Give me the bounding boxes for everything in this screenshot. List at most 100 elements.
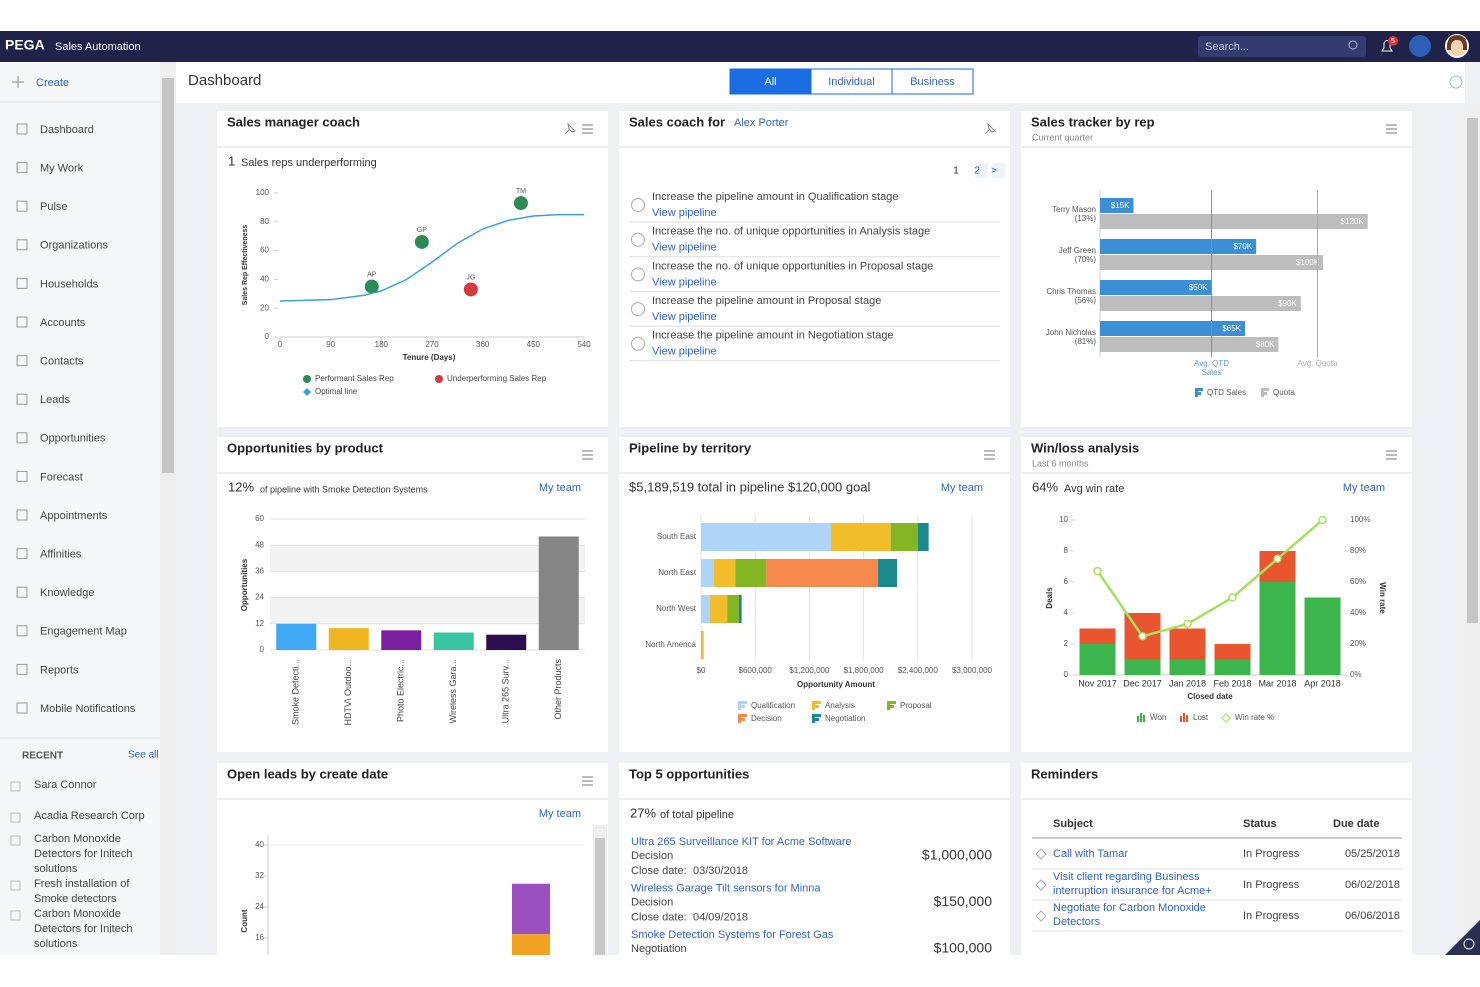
rep-point[interactable] [414,234,429,249]
filter-tab-label[interactable]: Individual [828,76,874,88]
help-icon[interactable] [1463,938,1475,950]
my-team-link[interactable]: My team [941,482,983,494]
page-number[interactable]: 2 [974,166,980,177]
bar-segment [1304,597,1341,675]
create-button[interactable]: Create [36,77,69,89]
nav-item[interactable]: My Work [40,163,84,175]
x-tick-label: 90 [326,340,335,349]
page-number[interactable]: 1 [953,166,959,177]
summary-stat: 12% [228,479,254,494]
column-header: Subject [1053,818,1093,830]
nav-item[interactable]: Affinities [40,549,82,561]
opportunity-link[interactable]: Ultra 265 Surveillance KIT for Acme Soft… [631,836,852,848]
y-tick-label: 8 [1064,546,1069,555]
nav-item[interactable]: Reports [40,664,79,676]
pin-icon [564,122,576,135]
legend-marker [1186,715,1188,722]
task-text: Increase the no. of unique opportunities… [652,260,933,272]
y-tick-label: 0 [265,332,270,341]
y-axis-title: Deals [1045,587,1054,609]
recent-item[interactable]: Acadia Research Corp [34,810,145,822]
legend-marker [815,701,821,704]
legend-label: Proposal [900,701,932,710]
y-tick-label: 60 [260,246,269,255]
filter-tab-label[interactable]: All [764,76,776,88]
recent-item[interactable]: Fresh installation of Smoke detectors [34,878,130,905]
nav-icon [16,663,28,675]
nav-item[interactable]: Engagement Map [40,626,127,638]
my-team-link[interactable]: My team [1343,482,1385,494]
task-text: Increase the pipeline amount in Negotiat… [652,330,894,342]
bar-segment [917,523,929,551]
reminder-subject[interactable]: Visit client regarding Business interrup… [1053,871,1212,897]
rep-point[interactable] [513,196,528,211]
column-header: Status [1243,818,1277,830]
nav-item[interactable]: Opportunities [40,433,106,445]
nav-item[interactable]: Appointments [40,510,108,522]
win-rate-point [1318,515,1327,525]
x-tick-label: $1,800,000 [844,666,885,675]
filter-tab-label[interactable]: Business [910,76,955,88]
my-team-link[interactable]: My team [539,808,581,820]
nav-item[interactable]: Households [40,278,99,290]
bar-segment [738,595,742,623]
bar-segment [1214,659,1251,675]
task-link[interactable]: View pipeline [652,346,717,358]
nav-icon [16,277,28,289]
nav-item[interactable]: Accounts [40,317,86,329]
recent-item[interactable]: Carbon Monoxide Detectors for Initech so… [34,833,133,875]
nav-item[interactable]: Leads [40,394,70,406]
y2-axis-title: Win rate [1378,582,1387,614]
nav-item[interactable]: Forecast [40,471,83,483]
y-tick-label: 10 [1059,515,1068,524]
value-label: $120K [1341,217,1365,226]
x-tick-label: $3,000,000 [952,666,993,675]
nav-icon [16,123,28,135]
phone-button[interactable] [1409,35,1431,57]
task-link[interactable]: View pipeline [652,242,717,254]
legend-label: Won [1150,713,1166,722]
recent-item[interactable]: Sara Connor [34,779,97,791]
recent-icon [10,835,21,846]
legend-marker [1137,716,1139,722]
task-link[interactable]: View pipeline [652,311,717,323]
summary-text: $5,189,519 total in pipeline $120,000 go… [629,479,871,494]
card-scroll-thumb [595,838,605,955]
page-number[interactable]: > [991,166,997,177]
settings-icon[interactable] [1449,75,1463,89]
nav-item[interactable]: Contacts [40,356,84,368]
nav-item[interactable]: Dashboard [40,124,94,136]
y-tick-label: 100 [256,188,270,197]
bell-icon[interactable] [1381,40,1393,52]
task-text: Increase the pipeline amount in Qualific… [652,191,898,203]
coach-rep-link[interactable]: Alex Porter [734,117,789,129]
my-team-link[interactable]: My team [539,482,581,494]
reminder-subject[interactable]: Negotiate for Carbon Monoxide Detectors [1053,902,1206,928]
rep-point[interactable] [463,282,478,297]
bar-segment [1079,628,1116,644]
recent-item[interactable]: Carbon Monoxide Detectors for Initech so… [34,908,133,950]
nav-item[interactable]: Organizations [40,240,108,252]
see-all-link[interactable]: See all [128,750,159,761]
bar-segment [1169,628,1206,660]
x-axis-title: Tenure (Days) [403,353,456,362]
y-tick-label: 2 [1064,639,1069,648]
summary-text: Avg win rate [1064,483,1124,495]
info-icon [631,267,645,282]
opportunity-link[interactable]: Smoke Detection Systems for Forest Gas [631,929,834,941]
reminder-subject[interactable]: Call with Tamar [1053,848,1128,860]
nav-item[interactable]: Mobile Notifications [40,703,136,715]
reminder-icon [1035,879,1047,891]
y-tick-label: 48 [255,540,264,549]
opportunity-link[interactable]: Wireless Garage Tilt sensors for Minna [631,882,821,894]
nav-item[interactable]: Knowledge [40,587,94,599]
task-link[interactable]: View pipeline [652,276,717,288]
rep-point[interactable] [364,279,379,294]
nav-item[interactable]: Pulse [40,201,68,213]
search-input[interactable]: Search... [1205,41,1249,53]
grid-band [270,545,585,572]
task-link[interactable]: View pipeline [652,207,717,219]
bar-segment [727,595,739,623]
